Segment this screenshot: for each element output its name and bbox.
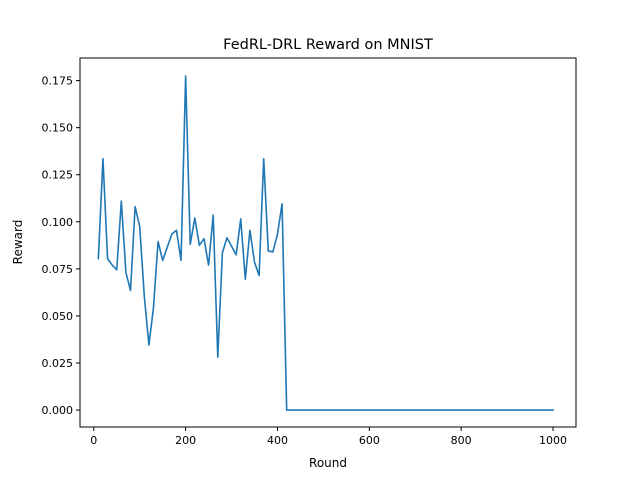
y-tick-label: 0.100 — [42, 216, 74, 229]
x-tick-label: 200 — [175, 434, 196, 447]
x-tick-label: 0 — [90, 434, 97, 447]
y-tick-label: 0.175 — [42, 75, 74, 88]
plot-area — [98, 76, 553, 410]
axes-frame — [80, 58, 576, 427]
y-axis-ticks: 0.000 0.025 0.050 0.075 0.100 0.125 0.150 0.175 — [42, 75, 81, 417]
x-tick-label: 800 — [451, 434, 472, 447]
series-line — [98, 76, 553, 410]
x-tick-label: 1000 — [539, 434, 567, 447]
y-tick-label: 0.025 — [42, 357, 74, 370]
x-axis-label: Round — [309, 456, 347, 470]
y-tick-label: 0.000 — [42, 404, 74, 417]
y-tick-label: 0.050 — [42, 310, 74, 323]
chart-title: FedRL-DRL Reward on MNIST — [223, 37, 433, 53]
x-axis-ticks: 0 200 400 600 800 1000 — [90, 427, 567, 447]
x-tick-label: 400 — [267, 434, 288, 447]
y-tick-label: 0.075 — [42, 263, 74, 276]
y-axis-label: Reward — [11, 220, 25, 265]
y-tick-label: 0.125 — [42, 169, 74, 182]
x-tick-label: 600 — [359, 434, 380, 447]
y-tick-label: 0.150 — [42, 122, 74, 135]
